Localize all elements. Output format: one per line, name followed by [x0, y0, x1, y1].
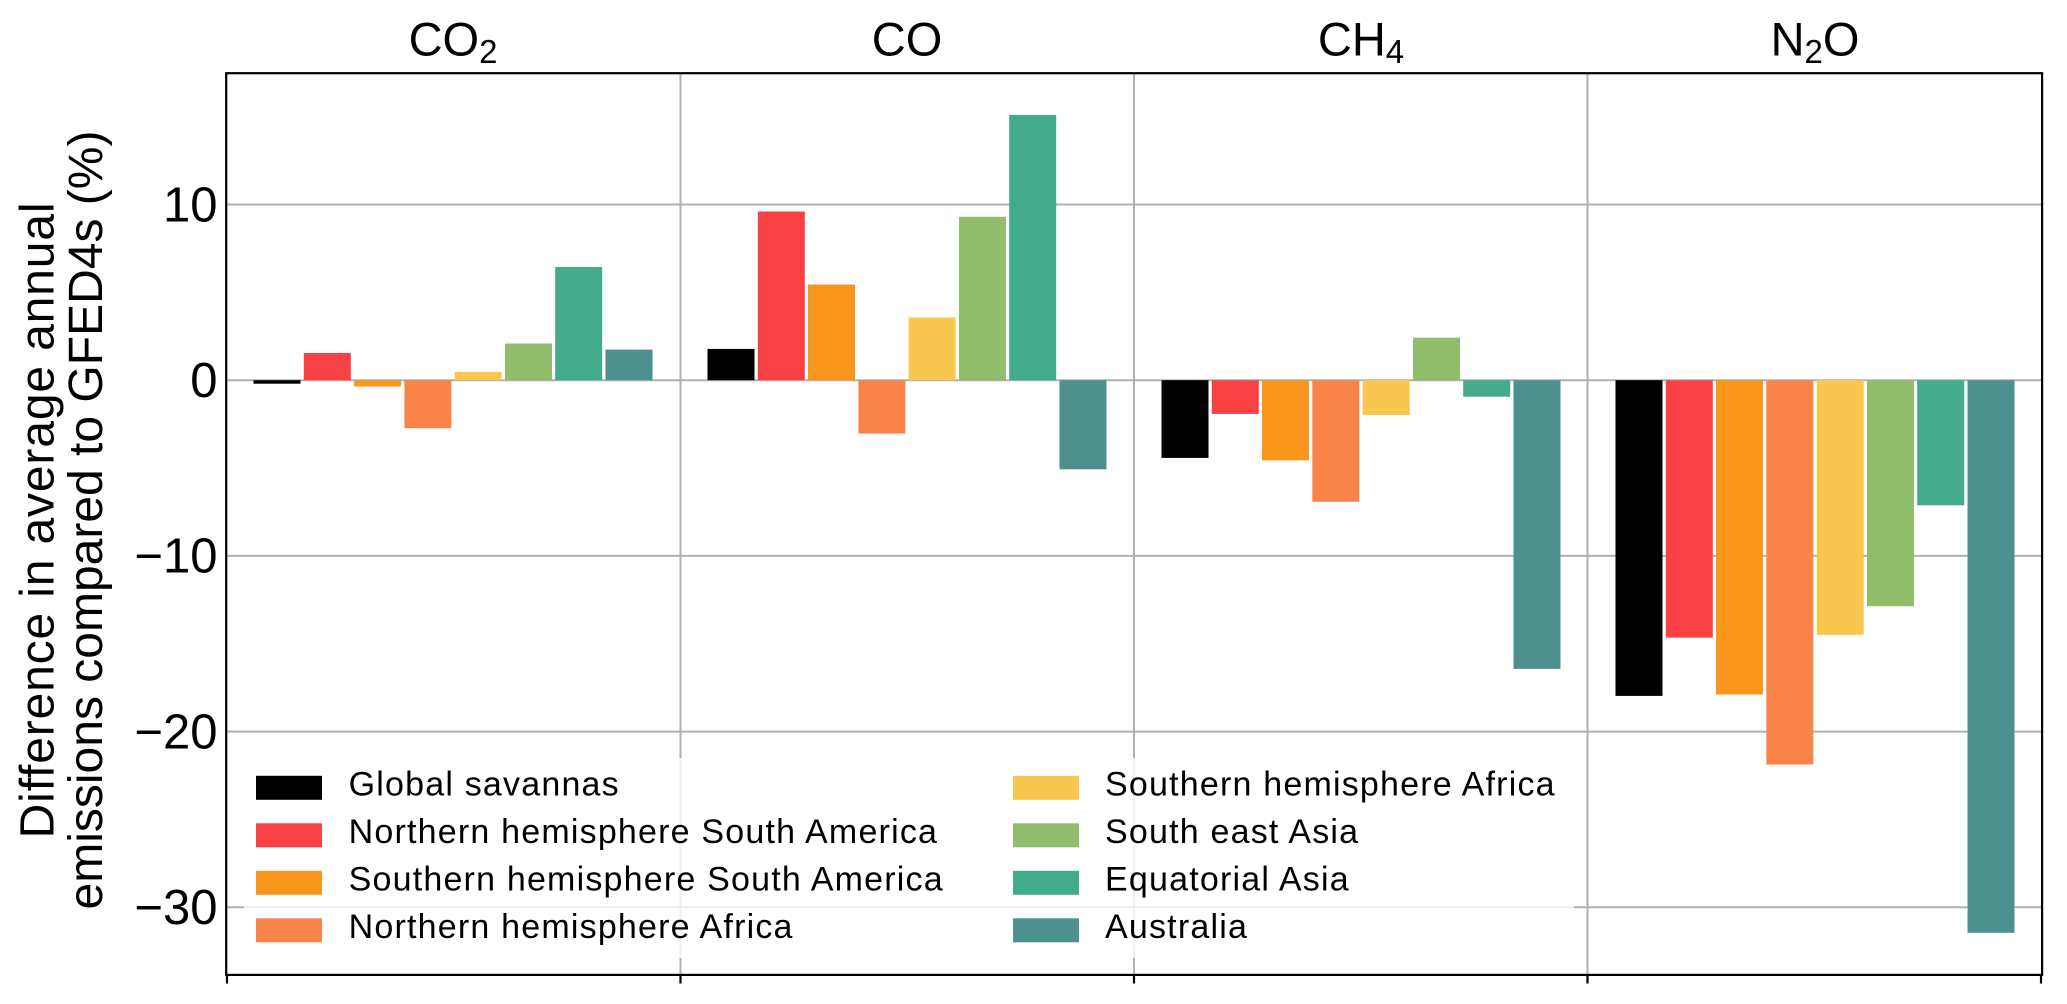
svg-text:0: 0: [190, 354, 217, 408]
svg-text:Global savannas: Global savannas: [349, 766, 620, 804]
svg-text:−30: −30: [134, 881, 217, 935]
svg-text:Northern hemisphere Africa: Northern hemisphere Africa: [349, 908, 794, 946]
svg-text:emissions compared to GFED4s (: emissions compared to GFED4s (%): [60, 131, 113, 910]
svg-text:CO: CO: [872, 13, 943, 66]
svg-text:−20: −20: [134, 705, 217, 759]
svg-text:10: 10: [163, 178, 218, 232]
svg-text:Equatorial Asia: Equatorial Asia: [1105, 861, 1350, 899]
svg-text:Northern hemisphere South Amer: Northern hemisphere South America: [349, 813, 939, 851]
svg-text:−10: −10: [134, 530, 217, 584]
svg-text:Difference in average annual: Difference in average annual: [12, 202, 65, 839]
svg-text:South east Asia: South east Asia: [1105, 813, 1359, 851]
svg-text:CO2: CO2: [409, 13, 498, 70]
svg-text:Southern hemisphere Africa: Southern hemisphere Africa: [1105, 766, 1556, 804]
svg-text:Australia: Australia: [1105, 908, 1248, 946]
svg-text:Southern hemisphere South Amer: Southern hemisphere South America: [349, 861, 944, 899]
